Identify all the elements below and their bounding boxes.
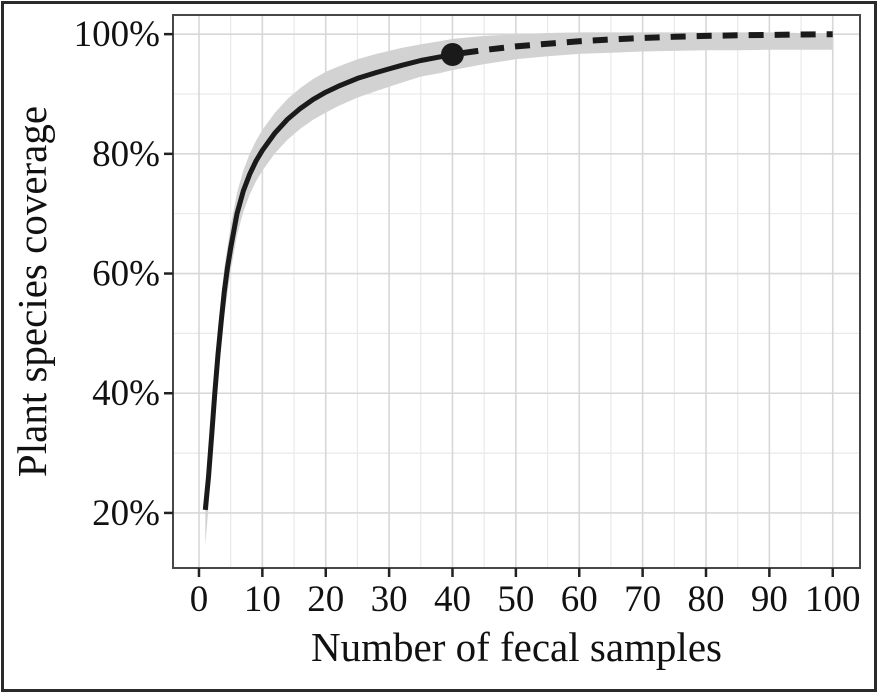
y-tick-label: 100% [74, 14, 160, 55]
y-tick-label: 60% [92, 254, 160, 295]
x-tick-label: 60 [561, 579, 598, 620]
x-tick-label: 0 [190, 579, 209, 620]
y-tick-label: 20% [92, 493, 160, 534]
x-tick-label: 80 [687, 579, 724, 620]
x-tick-label: 40 [434, 579, 471, 620]
y-tick-label: 40% [92, 373, 160, 414]
reference-point [440, 43, 464, 66]
x-tick-label: 70 [624, 579, 661, 620]
x-tick-label: 90 [751, 579, 788, 620]
extrapolated-curve [452, 31, 833, 58]
x-tick-label: 20 [307, 579, 344, 620]
observed-curve [202, 52, 453, 511]
x-tick-label: 10 [244, 579, 281, 620]
x-tick-label: 100 [805, 579, 861, 620]
x-tick-label: 30 [371, 579, 408, 620]
x-tick-label: 50 [497, 579, 534, 620]
y-tick-label: 80% [92, 134, 160, 175]
x-axis-title: Number of fecal samples [311, 624, 722, 670]
y-axis-title: Plant species coverage [9, 105, 55, 478]
